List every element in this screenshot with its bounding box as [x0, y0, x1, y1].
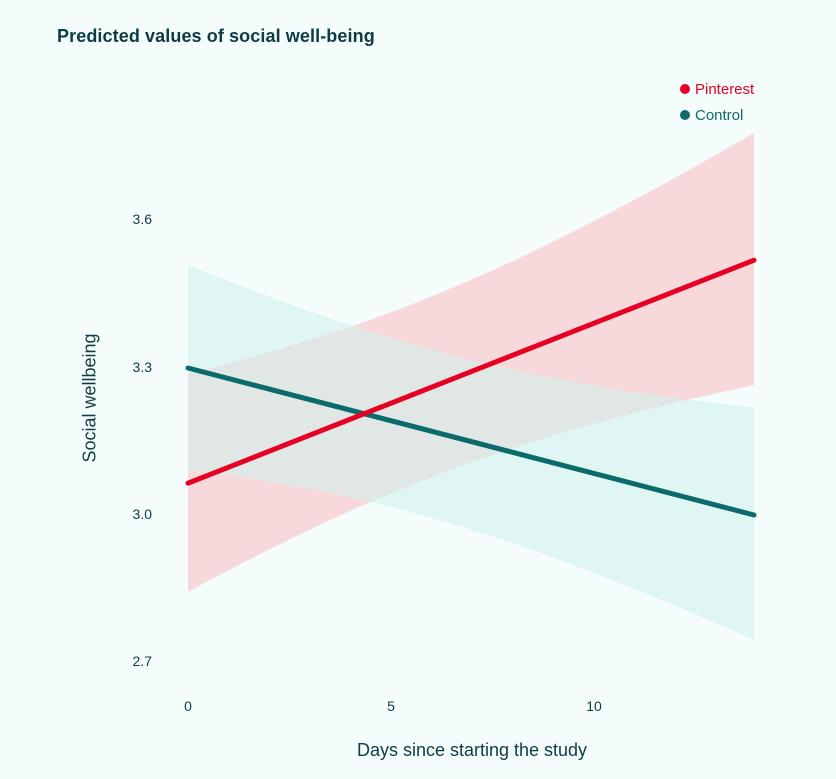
x-tick-label: 0 — [184, 698, 192, 714]
y-tick-label: 3.6 — [132, 211, 152, 227]
control-line — [185, 365, 757, 518]
y-tick-label: 3.0 — [132, 506, 152, 522]
y-tick-label: 2.7 — [132, 653, 152, 669]
chart-title: Predicted values of social well-being — [57, 26, 375, 46]
legend-label: Control — [695, 106, 744, 124]
legend-dot-icon — [680, 84, 690, 94]
pinterest-line — [185, 257, 757, 486]
x-tick-label: 10 — [586, 698, 602, 714]
legend-item-control: Control — [680, 102, 754, 128]
legend-label: Pinterest — [695, 80, 755, 98]
legend-dot-icon — [680, 110, 690, 120]
legend-item-pinterest: Pinterest — [680, 76, 754, 102]
y-tick-label: 3.3 — [132, 359, 152, 375]
x-tick-label: 5 — [387, 698, 395, 714]
x-axis-label: Days since starting the study — [356, 740, 588, 760]
legend: Pinterest Control — [680, 76, 754, 128]
